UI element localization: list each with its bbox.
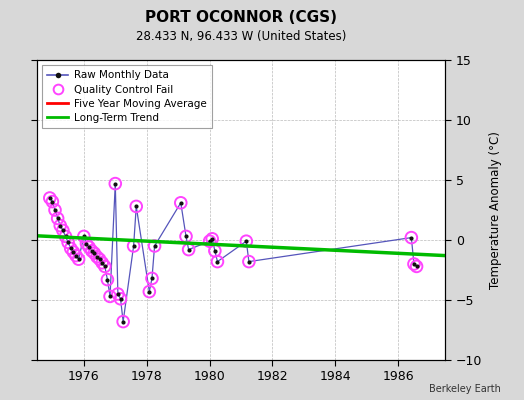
Point [106, 293, 114, 300]
Point [116, 296, 125, 302]
Point [67, 245, 75, 252]
Point [145, 288, 154, 295]
Point [74, 256, 83, 262]
Point [101, 263, 109, 270]
Point [116, 296, 125, 302]
Point [95, 256, 104, 262]
Point [93, 254, 101, 260]
Point [72, 252, 80, 259]
Point [69, 249, 78, 255]
Point [148, 275, 156, 282]
Point [101, 263, 109, 270]
Point [129, 243, 138, 249]
Point [85, 244, 93, 250]
Point [132, 203, 140, 210]
Point [412, 263, 421, 270]
Point [53, 215, 62, 222]
Y-axis label: Temperature Anomaly (°C): Temperature Anomaly (°C) [489, 131, 502, 289]
Point [245, 258, 253, 265]
Point [150, 243, 159, 249]
Point [148, 275, 156, 282]
Point [407, 234, 416, 241]
Point [103, 276, 112, 283]
Point [98, 260, 106, 266]
Point [56, 222, 64, 229]
Point [407, 234, 416, 241]
Point [114, 291, 122, 297]
Point [213, 258, 222, 265]
Point [53, 215, 62, 222]
Point [213, 258, 222, 265]
Point [211, 248, 219, 254]
Point [150, 243, 159, 249]
Point [56, 222, 64, 229]
Point [98, 260, 106, 266]
Point [64, 239, 72, 246]
Text: Berkeley Earth: Berkeley Earth [429, 384, 500, 394]
Point [82, 240, 91, 247]
Point [410, 261, 418, 267]
Point [208, 236, 216, 242]
Point [85, 244, 93, 250]
Point [182, 233, 190, 240]
Point [145, 288, 154, 295]
Point [114, 291, 122, 297]
Point [59, 227, 67, 234]
Point [88, 248, 96, 254]
Point [111, 180, 119, 187]
Point [82, 240, 91, 247]
Point [205, 238, 214, 244]
Point [129, 243, 138, 249]
Point [410, 261, 418, 267]
Point [61, 233, 70, 240]
Legend: Raw Monthly Data, Quality Control Fail, Five Year Moving Average, Long-Term Tren: Raw Monthly Data, Quality Control Fail, … [42, 65, 212, 128]
Point [95, 256, 104, 262]
Point [106, 293, 114, 300]
Point [184, 246, 193, 253]
Point [119, 318, 127, 325]
Point [74, 256, 83, 262]
Point [177, 200, 185, 206]
Point [132, 203, 140, 210]
Point [211, 248, 219, 254]
Point [59, 227, 67, 234]
Point [69, 249, 78, 255]
Point [46, 195, 54, 201]
Point [245, 258, 253, 265]
Point [119, 318, 127, 325]
Point [412, 263, 421, 270]
Point [93, 254, 101, 260]
Point [90, 250, 99, 256]
Point [90, 250, 99, 256]
Point [80, 233, 88, 240]
Point [242, 238, 250, 244]
Text: 28.433 N, 96.433 W (United States): 28.433 N, 96.433 W (United States) [136, 30, 346, 43]
Text: PORT OCONNOR (CGS): PORT OCONNOR (CGS) [145, 10, 337, 25]
Point [51, 207, 59, 213]
Point [46, 195, 54, 201]
Point [48, 198, 57, 205]
Point [182, 233, 190, 240]
Point [242, 238, 250, 244]
Point [184, 246, 193, 253]
Point [51, 207, 59, 213]
Point [208, 236, 216, 242]
Point [64, 239, 72, 246]
Point [88, 248, 96, 254]
Point [67, 245, 75, 252]
Point [72, 252, 80, 259]
Point [80, 233, 88, 240]
Point [111, 180, 119, 187]
Point [61, 233, 70, 240]
Point [48, 198, 57, 205]
Point [103, 276, 112, 283]
Point [177, 200, 185, 206]
Point [205, 238, 214, 244]
